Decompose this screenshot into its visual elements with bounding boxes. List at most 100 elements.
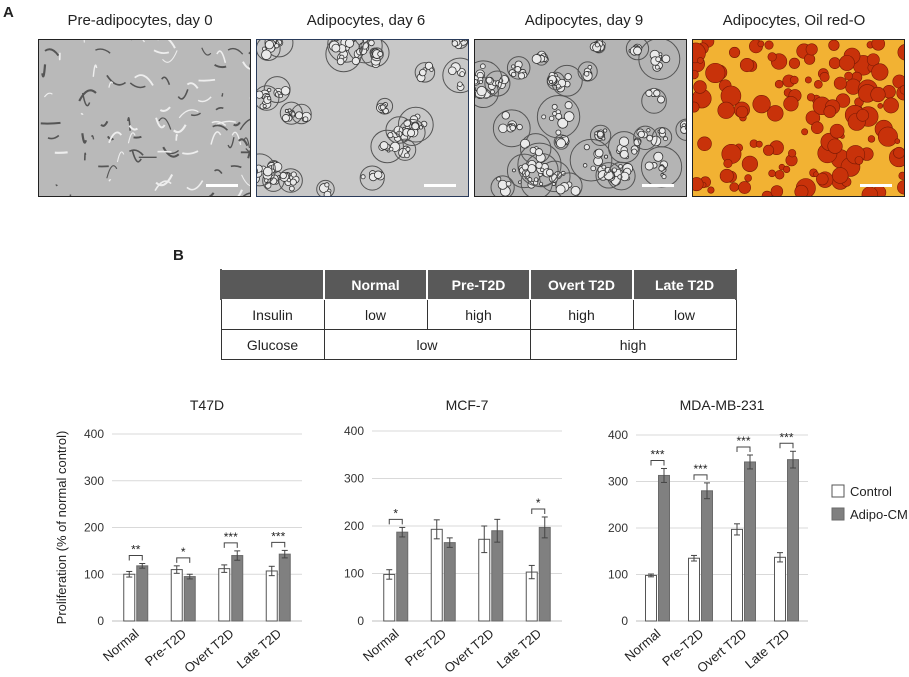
lipid-droplet [302, 116, 309, 122]
chart-title-t47d: T47D [190, 397, 224, 413]
y-tick-label: 400 [344, 424, 364, 438]
cell-process [44, 48, 60, 57]
adipocyte-cluster [414, 62, 436, 83]
y-tick-label: 0 [97, 614, 104, 628]
cell-process [168, 150, 180, 155]
cell-process [100, 120, 109, 127]
cell-process [162, 50, 178, 63]
bar-control [218, 568, 231, 622]
bar-control [774, 556, 786, 622]
lipid-droplet [476, 86, 487, 97]
bar-control [525, 571, 538, 622]
adipocyte-cluster [475, 60, 503, 99]
cell-process [41, 64, 47, 78]
lipid-droplet [411, 122, 420, 131]
significance-label: * [181, 545, 186, 559]
cell-process [241, 174, 250, 187]
micrograph-day9 [474, 39, 687, 197]
bar-adipo-cm [278, 553, 291, 622]
lipid-droplet [693, 69, 699, 80]
cell-process [161, 76, 171, 85]
lipid-droplet [761, 190, 773, 196]
lipid-droplet [805, 43, 818, 56]
bar-adipo-cm [658, 474, 670, 622]
lipid-droplet [657, 95, 665, 104]
adipocyte-cluster [442, 57, 468, 94]
cell-process [108, 179, 112, 182]
x-tick-label: Late T2D [494, 626, 544, 672]
lipid-droplet [336, 57, 345, 66]
lipid-droplet [601, 136, 606, 141]
lipid-droplet [735, 105, 749, 119]
adipocyte-cluster [595, 162, 622, 189]
lipid-droplet [538, 181, 544, 186]
cell-process [197, 96, 212, 103]
insulin-late-t2d: low [632, 299, 737, 330]
lipid-droplet [533, 177, 539, 182]
insulin-overt-t2d: high [529, 299, 634, 330]
lipid-droplet [280, 86, 291, 96]
bar-adipo-cm [136, 565, 149, 622]
lipid-droplet [774, 169, 785, 180]
lipid-droplet [770, 185, 784, 196]
lipid-droplet [521, 163, 529, 171]
cell-process [177, 89, 189, 100]
lipid-droplet [804, 76, 812, 84]
cell-process [231, 131, 242, 145]
lipid-droplet [555, 83, 561, 89]
lipid-droplet [379, 104, 386, 111]
lipid-droplet [279, 171, 287, 180]
adipocyte-cluster [492, 109, 531, 148]
scale-bar [642, 184, 674, 187]
glucose-high: high [529, 329, 737, 360]
lipid-droplet [729, 182, 739, 192]
cell-process [221, 93, 224, 97]
lipid-droplet [539, 167, 545, 173]
adipocyte-cluster [536, 95, 581, 139]
lipid-droplet [897, 44, 904, 61]
lipid-droplet [866, 53, 880, 67]
cell-process [80, 112, 84, 115]
lipid-droplet [801, 128, 809, 136]
lipid-droplet [823, 105, 837, 118]
x-tick-label: Late T2D [742, 626, 792, 672]
adipocyte-cluster [625, 40, 650, 61]
glucose-low: low [323, 329, 531, 360]
adipocyte-cluster [291, 103, 312, 125]
cell-process [90, 135, 95, 140]
adipocyte-cluster [506, 56, 531, 80]
cell-process [157, 40, 176, 49]
lipid-droplet [387, 132, 394, 139]
adipocyte-cluster [640, 146, 683, 188]
cell-process [247, 149, 250, 159]
cell-process [248, 51, 250, 55]
x-tick-label: Late T2D [234, 626, 284, 672]
table-header-overt-t2d: Overt T2D [529, 269, 634, 300]
chart-title-mda: MDA-MB-231 [680, 397, 765, 413]
lipid-droplet [658, 52, 663, 57]
cell-process [173, 124, 187, 134]
lipid-droplet [741, 155, 759, 172]
lipid-droplet [527, 164, 537, 174]
lipid-droplet [516, 123, 523, 131]
lipid-droplet [564, 73, 572, 81]
lipid-droplet [871, 63, 889, 81]
adipocyte-cluster [359, 165, 385, 191]
lipid-droplet [324, 182, 330, 188]
cell-process [249, 96, 250, 99]
cell-process [214, 63, 227, 69]
adipocyte-cluster [257, 85, 280, 111]
cell-process [159, 106, 171, 112]
micrograph-oil-red [692, 39, 905, 197]
lipid-droplet [257, 168, 258, 175]
cell-process [127, 132, 136, 144]
adipocyte-cluster [517, 142, 562, 187]
adipocyte-cluster [325, 40, 362, 73]
lipid-droplet [497, 179, 508, 190]
cell-process [233, 121, 241, 127]
significance-label: *** [224, 530, 238, 544]
lipid-droplet [509, 124, 516, 132]
adipocyte-cluster [263, 76, 291, 104]
lipid-droplet [645, 89, 653, 97]
lipid-droplet [867, 135, 876, 143]
